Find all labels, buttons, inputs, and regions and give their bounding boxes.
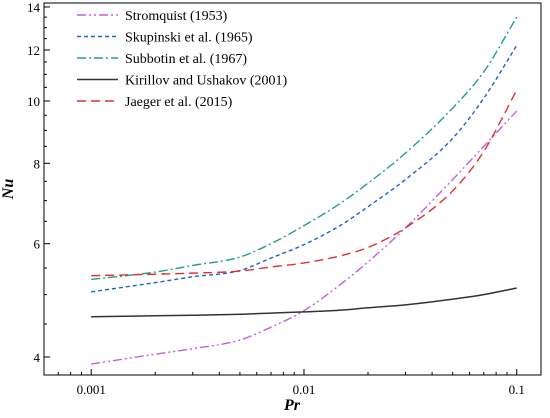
x-tick-label: 0.01: [293, 382, 316, 397]
legend: Stromquist (1953) Skupinski et al. (1965)…: [77, 9, 287, 110]
x-axis-title: Pr: [283, 397, 301, 414]
y-tick-label: 12: [27, 43, 40, 58]
y-tick-label: 8: [34, 156, 41, 171]
legend-label-1: Stromquist (1953): [125, 9, 228, 24]
series-line-2: [91, 45, 518, 293]
y-tick-label: 10: [27, 94, 40, 109]
y-tick-label: 14: [27, 0, 41, 15]
legend-label-4: Kirillov and Ushakov (2001): [125, 74, 287, 89]
x-tick-label: 0.1: [509, 382, 525, 397]
series-lines: [91, 16, 518, 365]
plot-frame: [43, 2, 542, 376]
series-line-1: [91, 110, 518, 365]
x-axis: 0.001 0.01 0.1: [43, 369, 525, 397]
y-tick-label: 4: [34, 350, 41, 365]
series-line-5: [91, 89, 518, 277]
legend-label-2: Skupinski et al. (1965): [125, 31, 253, 46]
y-tick-label: 6: [34, 237, 41, 252]
x-tick-label: 0.001: [77, 382, 106, 397]
legend-label-3: Subbotin et al. (1967): [125, 52, 247, 67]
legend-label-5: Jaeger et al. (2015): [125, 95, 233, 110]
series-line-3: [91, 16, 518, 281]
y-axis-title: Nu: [0, 179, 17, 201]
series-line-4: [91, 287, 517, 318]
y-axis: 4 6 8 10 12 14: [27, 0, 50, 365]
